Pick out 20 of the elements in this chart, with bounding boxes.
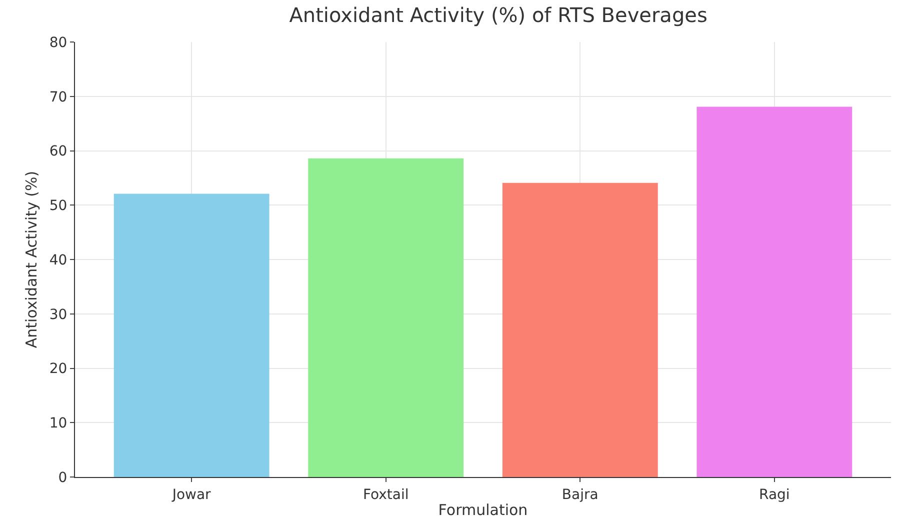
bar [502,182,658,477]
x-axis-title: Formulation [438,500,528,519]
y-tick-label: 50 [49,198,68,214]
bar [114,194,270,477]
x-tick-label: Foxtail [362,486,409,503]
y-tick-label: 10 [49,416,68,432]
y-tick-label: 20 [49,361,68,378]
y-tick-label: 40 [49,252,68,268]
bar [308,158,464,477]
chart-title: Antioxidant Activity (%) of RTS Beverages [289,2,708,27]
y-axis-title: Antioxidant Activity (%) [22,170,41,348]
bar [696,106,852,477]
y-tick-label: 0 [58,470,68,486]
y-tick-label: 80 [49,34,68,51]
y-tick-label: 70 [49,89,68,106]
x-tick-label: Bajra [562,486,598,503]
x-tick-label: Jowar [171,486,212,503]
y-tick-label: 30 [49,306,68,323]
y-tick-label: 60 [49,144,68,160]
x-tick-label: Ragi [759,486,790,503]
